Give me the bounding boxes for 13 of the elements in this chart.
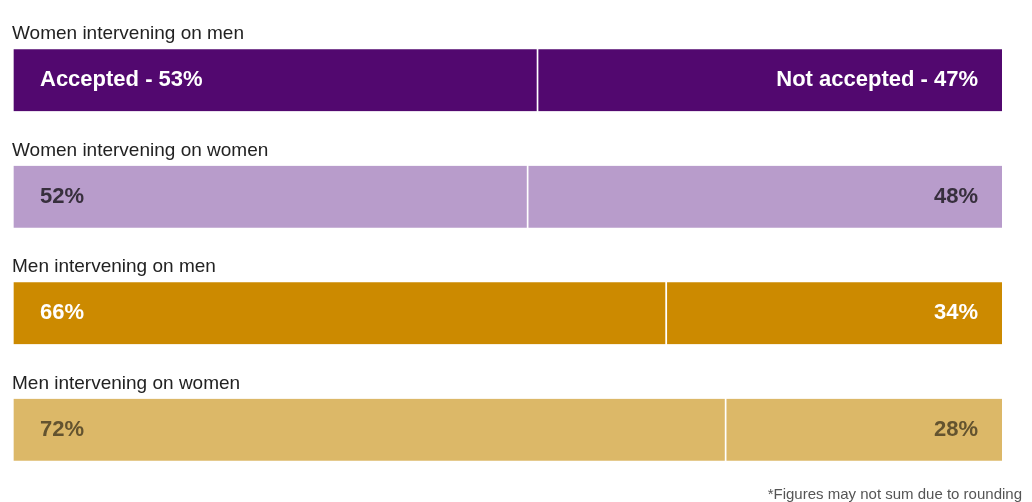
text: Not accepted - 47%	[776, 66, 978, 92]
y-tick-label: Men intervening on men	[12, 255, 216, 277]
data-label: 66%	[40, 299, 85, 325]
data-label: 48%	[933, 182, 978, 208]
data-label: 28%	[933, 415, 978, 441]
data-label: 34%	[933, 299, 978, 325]
text: *Figures may not sum due to rounding	[767, 485, 1022, 502]
data-label: 72%	[40, 415, 85, 441]
data-label: 52%	[40, 182, 85, 208]
y-tick-label: Men intervening on women	[12, 371, 241, 393]
y-tick-label: Women intervening on women	[12, 138, 269, 160]
text: Accepted - 53%	[40, 66, 203, 92]
y-tick-label: Women intervening on men	[12, 22, 244, 44]
